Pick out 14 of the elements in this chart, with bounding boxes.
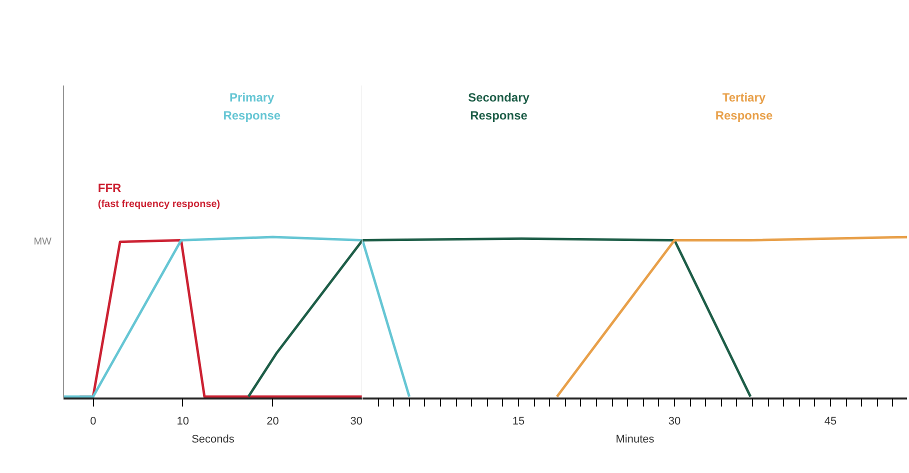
x-tick-label: 45	[824, 416, 837, 428]
x-tick-label: 10	[176, 416, 190, 428]
x-axis-title: Minutes	[616, 434, 655, 446]
text: Tertiary Response	[715, 90, 773, 122]
x-tick-label: 15	[512, 416, 525, 428]
text: FFR (fast frequency response)	[98, 181, 220, 210]
y-axis-title: MW	[34, 236, 52, 248]
x-tick-label: 20	[266, 416, 279, 428]
x-tick-label: 0	[90, 416, 96, 428]
x-axis-title: Seconds	[192, 434, 235, 446]
x-tick-label: 30	[350, 416, 363, 428]
text: Primary Response	[223, 90, 281, 122]
text: Secondary Response	[468, 90, 530, 122]
x-tick-label: 30	[668, 416, 681, 428]
